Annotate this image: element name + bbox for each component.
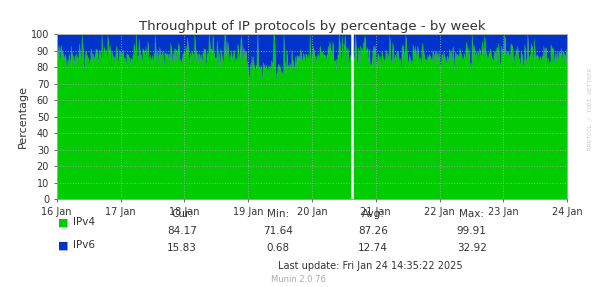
Text: 99.91: 99.91 [457,226,487,236]
Text: Avg:: Avg: [362,209,384,219]
Text: IPv4: IPv4 [73,218,95,227]
Text: 87.26: 87.26 [358,226,388,236]
Text: ■: ■ [58,218,69,227]
Text: 32.92: 32.92 [457,243,487,253]
Text: IPv6: IPv6 [73,241,95,250]
Text: 84.17: 84.17 [167,226,197,236]
Text: Max:: Max: [459,209,484,219]
Text: Munin 2.0.76: Munin 2.0.76 [271,275,326,284]
Y-axis label: Percentage: Percentage [18,86,28,148]
Text: 0.68: 0.68 [266,243,289,253]
Text: 12.74: 12.74 [358,243,388,253]
Text: Last update: Fri Jan 24 14:35:22 2025: Last update: Fri Jan 24 14:35:22 2025 [278,261,463,271]
Text: Min:: Min: [266,209,289,219]
Text: RRDTOOL / TOBI OETIKER: RRDTOOL / TOBI OETIKER [588,68,593,150]
Text: 71.64: 71.64 [263,226,293,236]
Text: ■: ■ [58,241,69,250]
Text: Cur:: Cur: [171,209,193,219]
Text: 15.83: 15.83 [167,243,197,253]
Title: Throughput of IP protocols by percentage - by week: Throughput of IP protocols by percentage… [139,20,485,33]
